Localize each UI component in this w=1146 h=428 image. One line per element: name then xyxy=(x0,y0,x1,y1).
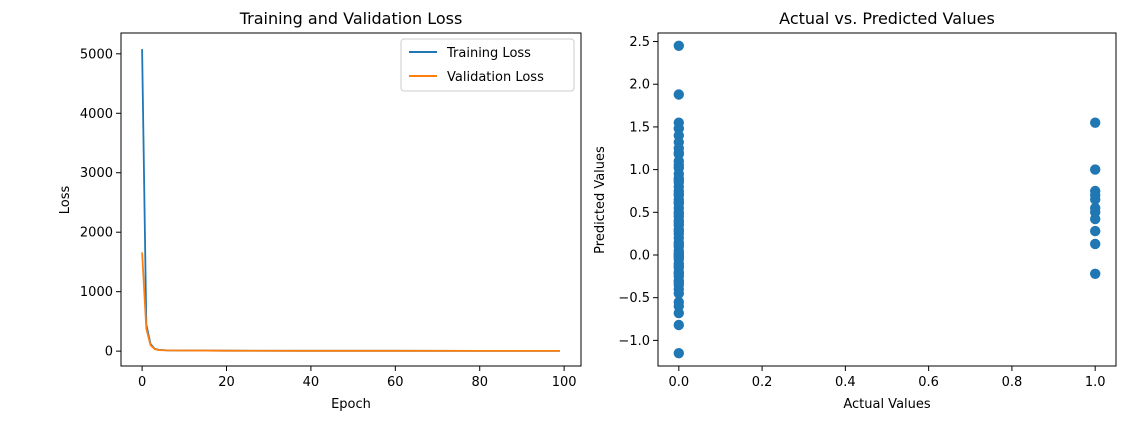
y-tick-label: 4000 xyxy=(80,107,113,122)
scatter-point xyxy=(1090,117,1101,128)
legend-label-validation: Validation Loss xyxy=(447,70,544,85)
validation-loss-line xyxy=(141,252,560,352)
scatter-point xyxy=(673,348,684,359)
y-tick-label: −0.5 xyxy=(618,291,650,306)
y-tick-label: 1000 xyxy=(80,285,113,300)
scatter-point xyxy=(673,277,684,288)
y-tick-label: 0.0 xyxy=(629,249,650,264)
x-tick-label: 80 xyxy=(471,375,488,390)
scatter-point xyxy=(673,268,684,279)
y-tick-label: 1.5 xyxy=(629,120,650,135)
scatter-point xyxy=(673,288,684,299)
scatter-point xyxy=(673,260,684,271)
scatter-point xyxy=(673,188,684,199)
y-tick-label: 0.5 xyxy=(629,206,650,221)
legend-box xyxy=(400,38,575,92)
scatter-point xyxy=(1090,194,1101,205)
x-tick-label: 0.2 xyxy=(752,375,773,390)
scatter-point xyxy=(673,225,684,237)
x-tick-label: 0.4 xyxy=(835,375,856,390)
y-tick-label: 3000 xyxy=(80,166,113,181)
scatter-point xyxy=(673,174,684,186)
training-loss-line xyxy=(141,49,560,352)
scatter-point xyxy=(1090,213,1101,225)
scatter-chart-title: Actual vs. Predicted Values xyxy=(779,9,995,28)
y-tick-label: 2.0 xyxy=(629,78,650,93)
loss-chart-title: Training and Validation Loss xyxy=(239,9,463,28)
x-tick-label: 0.6 xyxy=(918,375,939,390)
loss-chart: Training and Validation Loss 0 20 40 60 80 10… xyxy=(58,9,582,412)
loss-chart-legend: Training Loss Validation Loss xyxy=(400,38,575,92)
x-tick-label: 100 xyxy=(552,375,577,390)
x-tick-label: 20 xyxy=(218,375,235,390)
loss-chart-frame xyxy=(120,32,582,367)
loss-chart-xlabel: Epoch xyxy=(331,397,371,412)
scatter-point xyxy=(1090,238,1101,250)
y-tick-label: 5000 xyxy=(80,47,113,62)
x-tick-label: 1.0 xyxy=(1085,375,1106,390)
scatter-point xyxy=(673,160,684,171)
x-tick-label: 60 xyxy=(387,375,404,390)
y-tick-label: 1.0 xyxy=(629,163,650,178)
scatter-point xyxy=(673,248,684,259)
scatter-point xyxy=(1090,268,1101,279)
scatter-chart: Actual vs. Predicted Values 0.0 0.2 0.4 0.6… xyxy=(593,9,1117,412)
y-tick-label: 0 xyxy=(105,345,113,360)
x-tick-label: 0.0 xyxy=(668,375,689,390)
y-tick-label: 2.5 xyxy=(629,35,650,50)
scatter-point xyxy=(1090,164,1101,175)
scatter-chart-ylabel: Predicted Values xyxy=(593,146,608,254)
x-tick-label: 40 xyxy=(303,375,320,390)
scatter-point xyxy=(673,196,684,208)
scatter-point xyxy=(1090,225,1101,237)
scatter-chart-frame xyxy=(657,32,1117,367)
scatter-point xyxy=(673,89,684,100)
y-tick-label: −1.0 xyxy=(618,334,650,349)
scatter-chart-ticks: 0.0 0.2 0.4 0.6 0.8 1.0 −1.0 −0.5 0.0 0.5 1.0 1.5 2.… xyxy=(618,35,1105,390)
scatter-point xyxy=(673,40,684,51)
scatter-point xyxy=(673,217,684,228)
scatter-point xyxy=(673,307,684,319)
scatter-point xyxy=(673,319,684,331)
scatter-chart-points xyxy=(673,40,1101,359)
scatter-point xyxy=(673,147,684,158)
scatter-chart-xlabel: Actual Values xyxy=(843,397,931,412)
y-tick-label: 2000 xyxy=(80,226,113,241)
scatter-point xyxy=(673,208,684,220)
x-tick-label: 0 xyxy=(138,375,146,390)
legend-label-training: Training Loss xyxy=(446,46,531,61)
scatter-point xyxy=(673,239,684,250)
loss-chart-lines xyxy=(141,49,560,352)
x-tick-label: 0.8 xyxy=(1002,375,1023,390)
loss-chart-ylabel: Loss xyxy=(58,186,73,215)
